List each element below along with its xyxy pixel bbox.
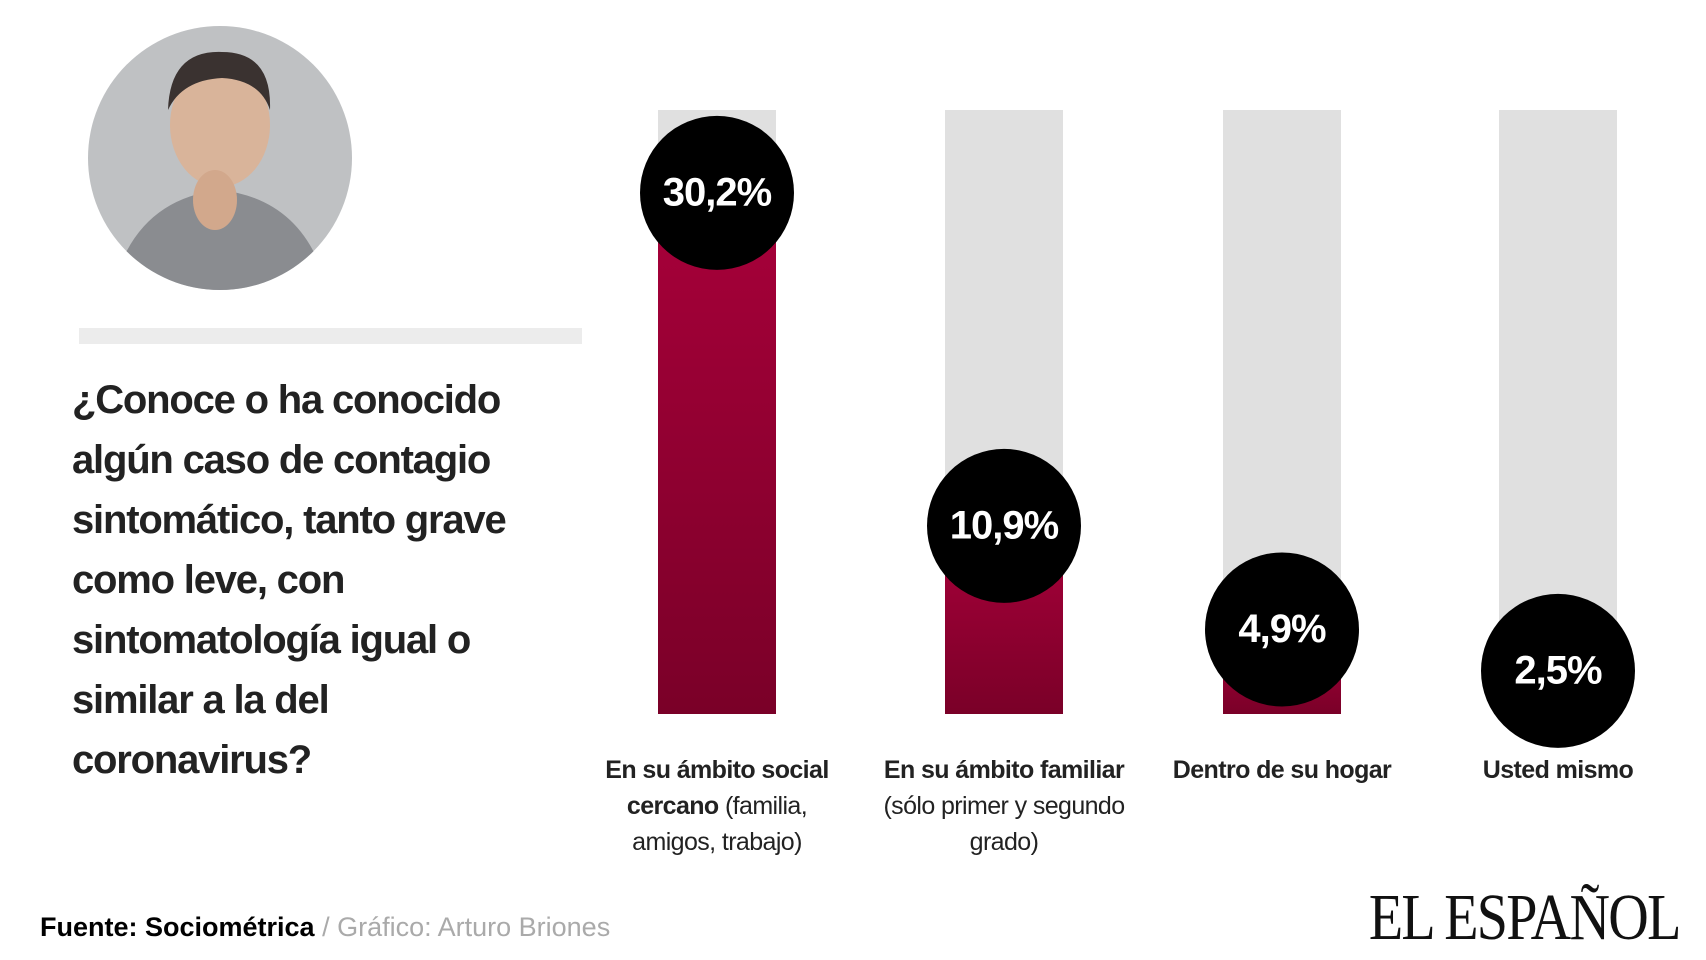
source: Fuente: Sociométrica (40, 912, 315, 942)
x-tick-label: En su ámbito familiar (sólo primer y seg… (874, 752, 1134, 860)
category: Dentro de su hogar (1172, 756, 1392, 784)
value-badge (1205, 552, 1359, 707)
value-label: 10,9% (950, 503, 1059, 547)
value-badge (640, 115, 794, 270)
category: Usted mismo (1482, 756, 1634, 784)
x-tick-label: En su ámbito social cercano (familia, am… (587, 752, 847, 860)
category-detail: (sólo primer y segundo grado) (883, 792, 1125, 856)
chart-title: ¿Conoce o ha conocido algún caso de cont… (72, 378, 507, 782)
divider (79, 328, 582, 344)
category: En su ámbito social cercano (605, 756, 829, 820)
x-tick-label: Dentro de su hogar (1152, 752, 1412, 788)
bar (658, 192, 776, 714)
value-badge (1481, 593, 1635, 748)
avatar (88, 26, 352, 290)
value-badge (927, 448, 1081, 603)
footer: Fuente: Sociométrica / Gráfico: Arturo B… (40, 912, 610, 943)
category-detail: (familia, amigos, trabajo) (632, 792, 808, 856)
value-label: 2,5% (1514, 648, 1602, 692)
value-label: 30,2% (663, 170, 772, 214)
brand: EL ESPAÑOL (1369, 881, 1682, 954)
value-label: 4,9% (1238, 607, 1326, 651)
category: En su ámbito familiar (883, 756, 1125, 784)
x-tick-label: Usted mismo (1428, 752, 1688, 788)
credit: / Gráfico: Arturo Briones (322, 912, 611, 942)
